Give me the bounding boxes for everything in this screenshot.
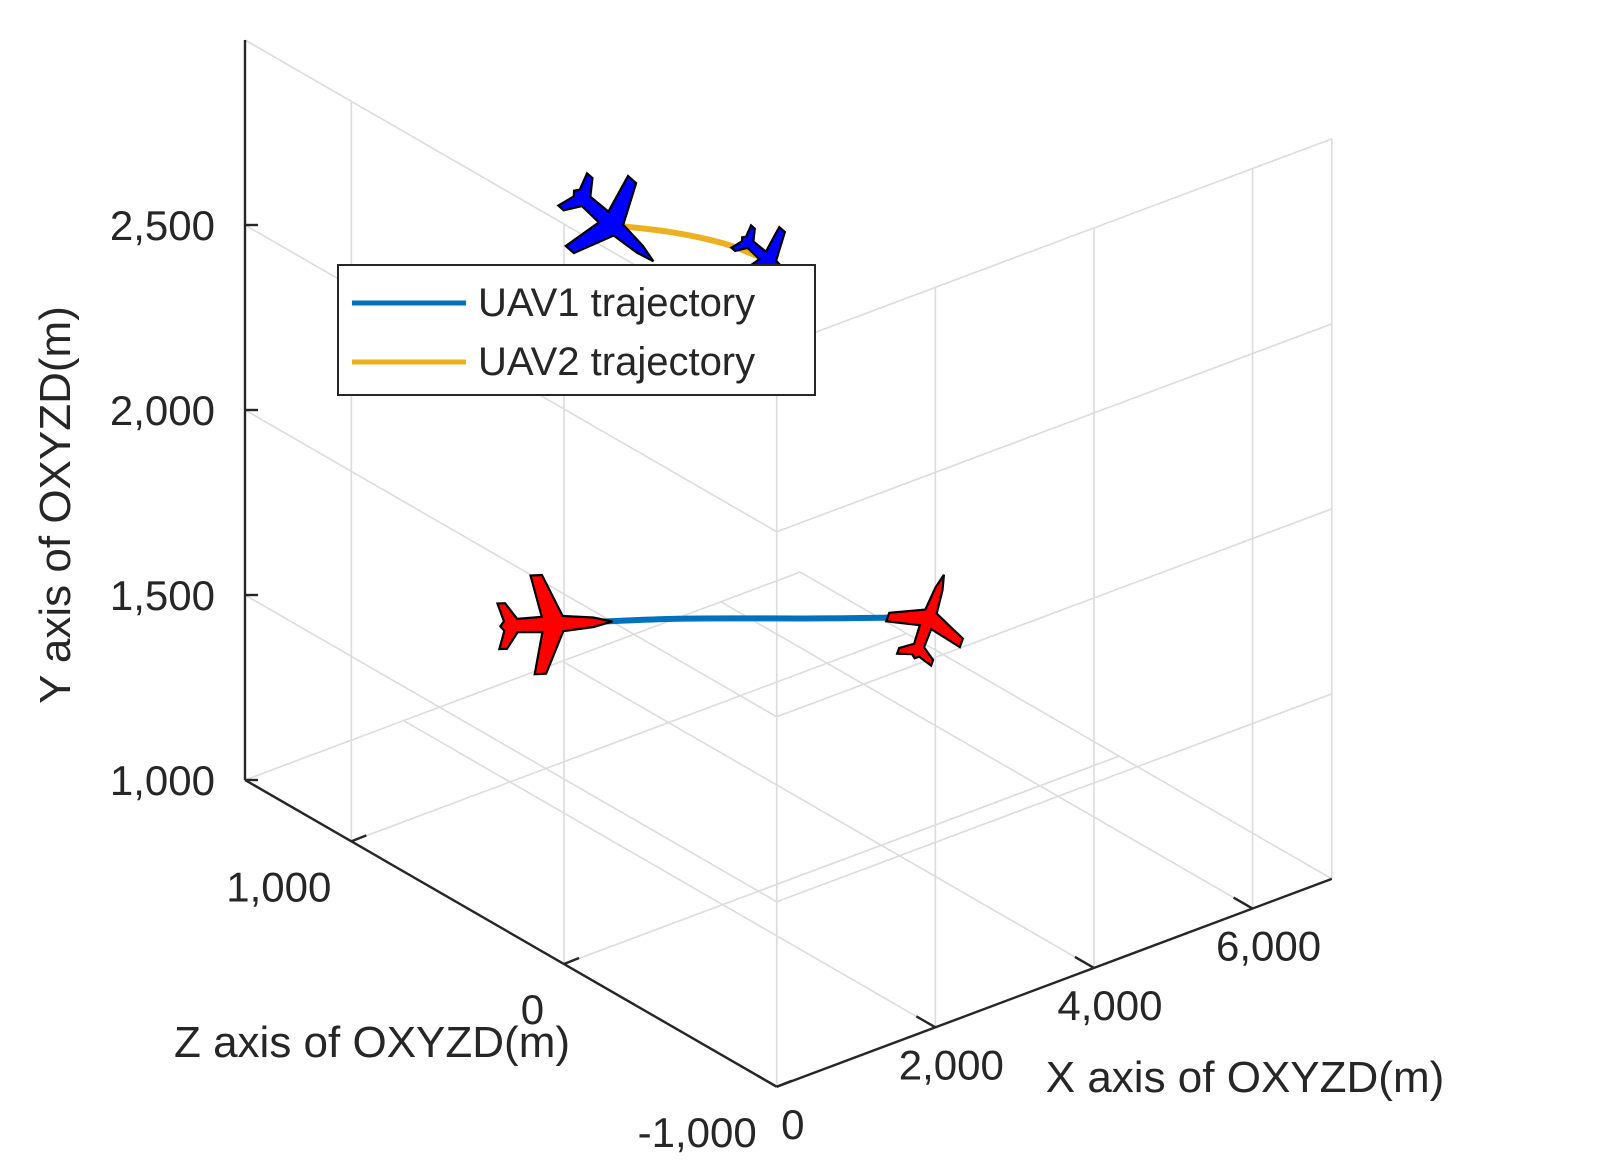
z-axis-line [244, 778, 778, 1088]
uav2-start-marker-body [556, 171, 655, 263]
y-axis-label: Y axis of OXYZD(m) [31, 306, 80, 704]
grid-layer [244, 39, 1333, 1088]
legend-label-uav1: UAV1 trajectory [478, 281, 755, 325]
gridline-floor-z [351, 632, 907, 843]
x-tick [1074, 955, 1095, 969]
gridline-back-y [776, 323, 1333, 533]
z-tick [350, 834, 367, 843]
z-tick-label: 0 [521, 986, 544, 1033]
z-tick [563, 956, 580, 966]
y-tick-label: 2,000 [110, 387, 215, 434]
trajectory-uav2 [610, 222, 773, 265]
z-axis-label: Z axis of OXYZD(m) [174, 1018, 570, 1067]
gridline-side-y [244, 409, 778, 718]
gridline-floor-x [403, 719, 936, 1029]
uav1-start-marker [495, 573, 613, 676]
gridline-floor-z [563, 755, 1120, 965]
gridline-back-y [776, 508, 1333, 718]
legend-label-uav2: UAV2 trajectory [478, 340, 755, 384]
gridline-back-y [776, 138, 1333, 348]
legend: UAV1 trajectory UAV2 trajectory [337, 264, 816, 396]
gridline-back-y [776, 693, 1333, 903]
x-axis-line [776, 877, 1333, 1088]
x-tick [1232, 896, 1254, 910]
x-tick-label: 0 [781, 1101, 804, 1148]
z-tick-label: 1,000 [226, 863, 331, 910]
gridline-floor-x [799, 571, 1333, 880]
x-tick [757, 1074, 778, 1088]
label-layer: 0 2,000 4,000 6,000 1,000 1,500 2,000 2,500 -1,0… [110, 202, 1321, 1156]
gridline-floor-z [244, 571, 801, 781]
x-tick [915, 1015, 936, 1029]
uav1-end-marker-body [884, 574, 965, 668]
x-tick-label: 6,000 [1216, 923, 1321, 970]
x-tick-label: 2,000 [899, 1041, 1004, 1088]
gridline-floor-x [720, 601, 1253, 910]
uav2-start-marker [556, 171, 655, 263]
z-tick-label: -1,000 [638, 1109, 757, 1156]
y-tick-label: 2,500 [110, 202, 215, 249]
uav1-start-marker-body [495, 573, 613, 676]
y-tick-label: 1,500 [110, 572, 215, 619]
x-axis-label: X axis of OXYZD(m) [1046, 1053, 1445, 1102]
uav1-end-marker [884, 574, 965, 668]
z-tick [776, 1079, 793, 1088]
axis-layer [243, 40, 1333, 1088]
x-tick-label: 4,000 [1057, 982, 1162, 1029]
gridline-side-y [244, 594, 778, 903]
legend-box [337, 264, 816, 396]
gridline-floor-x [561, 660, 1095, 969]
y-tick-label: 1,000 [110, 757, 215, 804]
